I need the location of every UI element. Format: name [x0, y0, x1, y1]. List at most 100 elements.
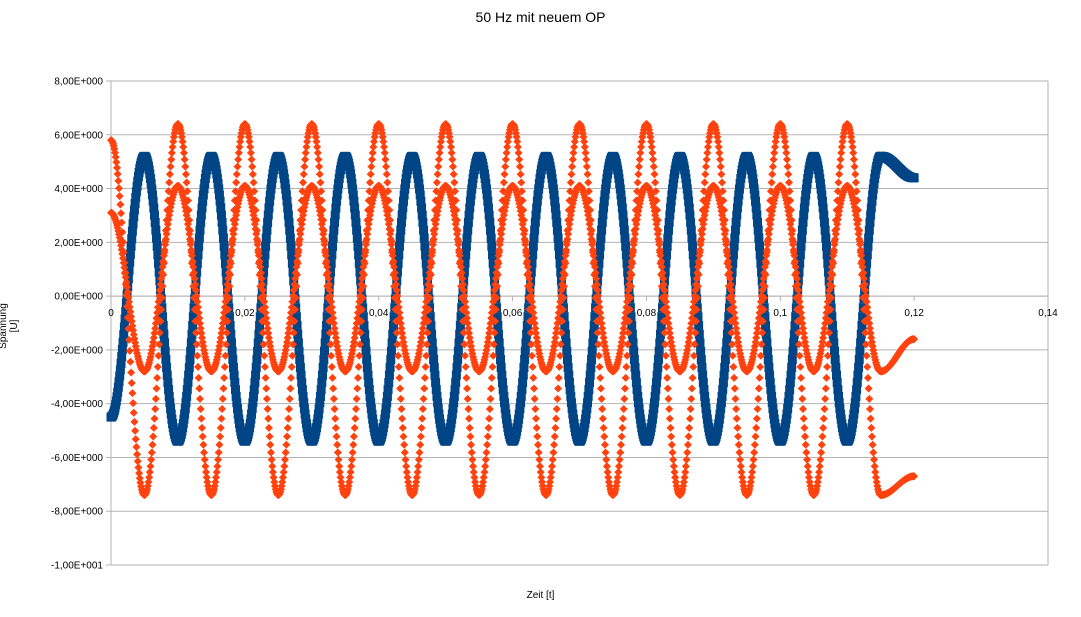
data-point: [121, 306, 131, 316]
data-point: [179, 148, 188, 157]
data-point: [289, 328, 298, 337]
data-point: [663, 384, 672, 393]
data-point: [299, 170, 308, 179]
data-point: [794, 328, 803, 337]
data-point: [402, 468, 411, 477]
data-point: [327, 351, 336, 360]
data-point: [286, 241, 296, 251]
data-point: [635, 409, 645, 419]
data-point: [150, 210, 160, 220]
data-point: [781, 419, 791, 429]
data-point: [822, 308, 831, 317]
data-point: [682, 179, 692, 189]
data-point: [662, 303, 671, 312]
data-point: [385, 362, 395, 372]
data-point: [855, 235, 864, 244]
data-point: [818, 432, 827, 441]
data-point: [765, 224, 774, 233]
data-point: [162, 362, 172, 372]
data-point: [293, 338, 303, 348]
data-point: [393, 292, 402, 301]
axes: [106, 80, 1049, 566]
data-point: [799, 404, 808, 413]
data-point: [496, 235, 505, 244]
data-point: [797, 314, 806, 323]
data-point: [498, 385, 508, 395]
data-point: [522, 329, 532, 339]
data-point: [652, 220, 661, 229]
data-point: [756, 297, 765, 306]
data-point: [791, 257, 800, 266]
data-point: [223, 280, 232, 289]
data-point: [218, 394, 227, 403]
data-point: [461, 241, 471, 251]
data-point: [487, 250, 497, 260]
data-point: [330, 404, 339, 413]
data-point: [684, 432, 693, 441]
data-point: [268, 462, 277, 471]
data-point: [865, 394, 874, 403]
data-point: [481, 184, 491, 194]
data-point: [393, 258, 403, 268]
data-point: [185, 354, 195, 364]
data-point: [732, 404, 741, 413]
data-point: [333, 440, 342, 449]
data-point: [682, 455, 691, 464]
data-point: [751, 196, 761, 206]
data-point: [550, 203, 560, 213]
data-point: [649, 155, 658, 164]
data-point: [230, 224, 239, 233]
data-point: [548, 455, 557, 464]
data-point: [114, 377, 124, 387]
data-point: [133, 457, 142, 466]
data-point: [623, 297, 632, 306]
data-point: [528, 362, 537, 371]
data-point: [118, 337, 128, 347]
data-point: [292, 263, 301, 272]
data-point: [329, 394, 338, 403]
data-point: [733, 423, 742, 432]
data-point: [463, 319, 472, 328]
data-point: [792, 268, 801, 277]
data-point: [761, 321, 771, 331]
data-point: [183, 378, 193, 388]
data-point: [850, 404, 860, 414]
data-point: [688, 308, 697, 317]
data-point: [357, 280, 366, 289]
data-point: [596, 314, 605, 323]
data-point: [570, 142, 579, 151]
data-point: [449, 391, 459, 401]
data-point: [462, 373, 471, 382]
data-point: [354, 258, 364, 268]
data-point: [749, 179, 759, 189]
data-point: [823, 362, 832, 371]
data-point: [685, 423, 694, 432]
data-point: [461, 250, 471, 260]
data-point: [433, 398, 443, 408]
data-point: [833, 187, 842, 196]
data-point: [398, 423, 407, 432]
data-point: [721, 346, 731, 356]
data-point: [621, 250, 631, 260]
data-point: [749, 455, 758, 464]
data-point: [261, 241, 271, 251]
data-point: [598, 210, 608, 220]
data-point: [301, 148, 310, 157]
data-point: [597, 217, 607, 227]
tick-labels: 8,00E+0006,00E+0004,00E+0002,00E+0000,00…: [51, 77, 1058, 572]
data-point: [486, 394, 495, 403]
data-point: [200, 455, 209, 464]
data-point: [665, 324, 674, 333]
data-point: [264, 423, 273, 432]
data-point: [115, 371, 125, 381]
data-point: [226, 329, 236, 339]
data-point: [720, 229, 729, 238]
data-point: [396, 225, 406, 235]
data-point: [217, 329, 226, 338]
data-point: [252, 354, 262, 364]
data-point: [689, 258, 699, 268]
data-point: [649, 404, 659, 414]
data-point: [226, 338, 236, 348]
data-point: [196, 404, 205, 413]
data-point: [521, 240, 530, 249]
